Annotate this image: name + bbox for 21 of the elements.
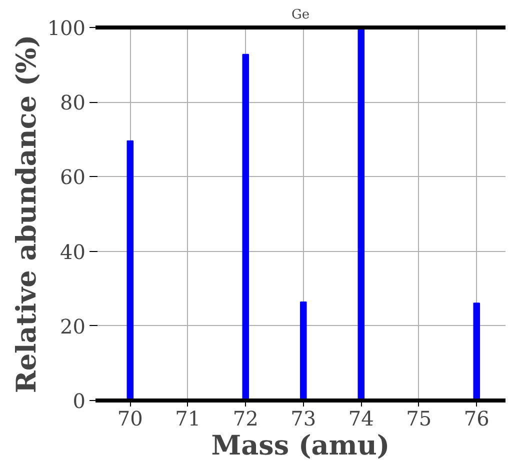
x-tick-label: 72 <box>232 406 258 430</box>
y-tick-label: 80 <box>60 90 86 115</box>
x-tick-label: 71 <box>175 406 201 430</box>
y-tick-label: 40 <box>60 240 86 264</box>
bar <box>473 302 480 400</box>
chart-title: Ge <box>291 8 310 22</box>
bar <box>300 302 307 400</box>
bar <box>126 140 134 400</box>
x-tick-label: 70 <box>117 406 143 430</box>
x-axis-title: Mass (amu) <box>211 430 390 462</box>
x-tick-label: 73 <box>290 406 316 430</box>
y-tick-label: 0 <box>72 389 86 413</box>
y-tick-label: 20 <box>60 314 86 338</box>
y-axis-title: Relative abundance (%) <box>11 34 42 394</box>
x-tick-label: 74 <box>348 406 374 430</box>
x-tick-label: 75 <box>406 406 432 430</box>
bar <box>242 54 250 400</box>
x-tick-label: 76 <box>464 406 490 430</box>
bar <box>358 28 365 400</box>
y-tick-label: 60 <box>60 165 86 190</box>
y-tick-label: 100 <box>47 16 86 40</box>
